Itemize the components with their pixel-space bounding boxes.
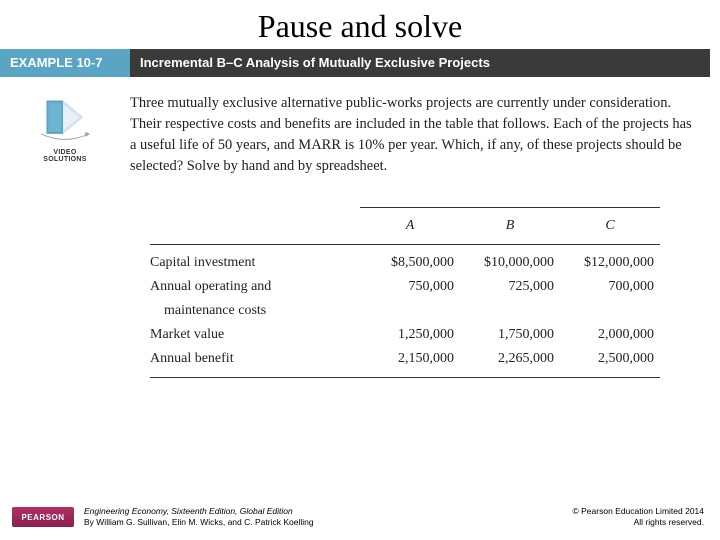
row-label: Annual operating and xyxy=(150,275,360,299)
table-row: Annual benefit 2,150,000 2,265,000 2,500… xyxy=(150,347,660,378)
cell: $8,500,000 xyxy=(360,245,460,276)
example-title: Incremental B–C Analysis of Mutually Exc… xyxy=(130,49,710,77)
content-area: VIDEO SOLUTIONS Three mutually exclusive… xyxy=(0,77,720,177)
cell: $10,000,000 xyxy=(460,245,560,276)
slide-title: Pause and solve xyxy=(0,0,720,49)
cell xyxy=(360,299,460,323)
table-row: Annual operating and 750,000 725,000 700… xyxy=(150,275,660,299)
cell: $12,000,000 xyxy=(560,245,660,276)
cell: 2,000,000 xyxy=(560,323,660,347)
cell: 1,750,000 xyxy=(460,323,560,347)
footer-copyright: © Pearson Education Limited 2014 All rig… xyxy=(573,506,704,528)
col-header-c: C xyxy=(560,208,660,245)
table-row: Capital investment $8,500,000 $10,000,00… xyxy=(150,245,660,276)
row-label: Annual benefit xyxy=(150,347,360,378)
cell: 1,250,000 xyxy=(360,323,460,347)
col-header-a: A xyxy=(360,208,460,245)
footer-citation: Engineering Economy, Sixteenth Edition, … xyxy=(84,506,314,528)
problem-statement: Three mutually exclusive alternative pub… xyxy=(130,87,700,177)
example-header-bar: EXAMPLE 10-7 Incremental B–C Analysis of… xyxy=(0,49,710,77)
cell xyxy=(560,299,660,323)
book-title-line: Engineering Economy, Sixteenth Edition, … xyxy=(84,506,293,516)
row-label-indent: maintenance costs xyxy=(150,299,360,323)
col-header-b: B xyxy=(460,208,560,245)
authors-line: By William G. Sullivan, Elin M. Wicks, a… xyxy=(84,517,314,527)
cell: 725,000 xyxy=(460,275,560,299)
slide-footer: PEARSON Engineering Economy, Sixteenth E… xyxy=(0,500,720,540)
example-number-label: EXAMPLE 10-7 xyxy=(0,49,130,77)
video-label-1: VIDEO xyxy=(0,149,130,156)
copyright-line: © Pearson Education Limited 2014 xyxy=(573,506,704,516)
cell xyxy=(460,299,560,323)
cell: 700,000 xyxy=(560,275,660,299)
table-row: maintenance costs xyxy=(150,299,660,323)
projects-table: A B C Capital investment $8,500,000 $10,… xyxy=(150,207,660,378)
row-label: Capital investment xyxy=(150,245,360,276)
cell: 750,000 xyxy=(360,275,460,299)
row-label: Market value xyxy=(150,323,360,347)
video-play-icon xyxy=(37,95,93,145)
pearson-logo: PEARSON xyxy=(12,507,74,527)
cell: 2,150,000 xyxy=(360,347,460,378)
table-corner-cell xyxy=(150,208,360,245)
cell: 2,500,000 xyxy=(560,347,660,378)
table-header-row: A B C xyxy=(150,208,660,245)
video-label-2: SOLUTIONS xyxy=(0,156,130,163)
rights-line: All rights reserved. xyxy=(634,517,704,527)
video-solutions-block: VIDEO SOLUTIONS xyxy=(0,87,130,177)
cell: 2,265,000 xyxy=(460,347,560,378)
table-row: Market value 1,250,000 1,750,000 2,000,0… xyxy=(150,323,660,347)
